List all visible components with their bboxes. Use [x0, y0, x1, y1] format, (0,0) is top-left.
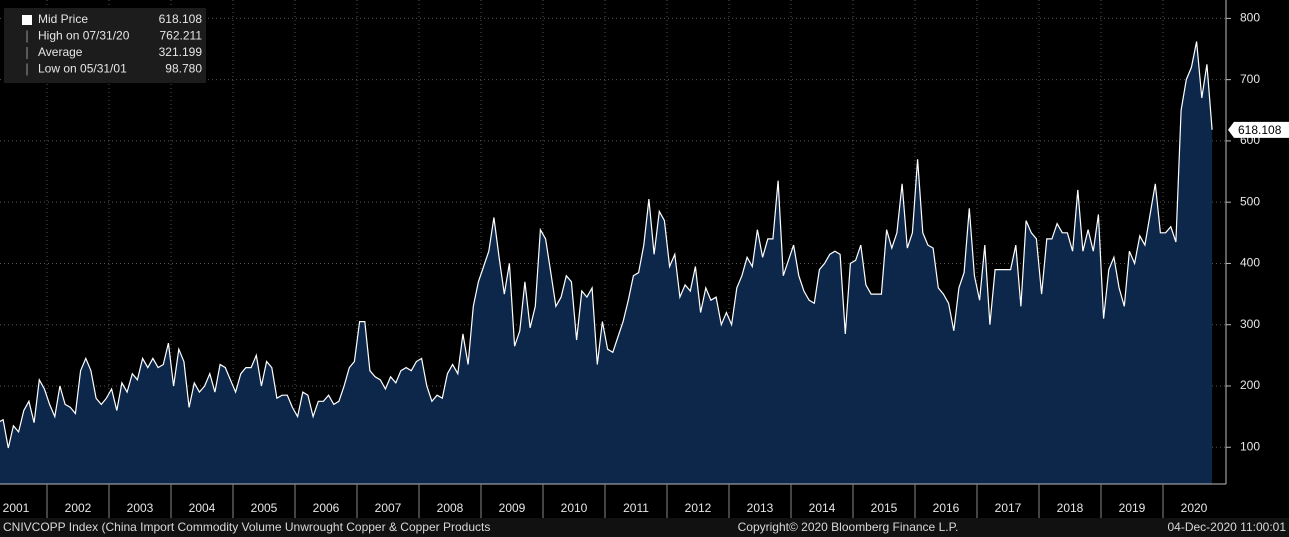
legend-value: 762.211	[160, 29, 203, 43]
y-tick-label: 100	[1240, 439, 1260, 453]
area	[0, 41, 1213, 484]
price-tag	[1228, 121, 1289, 138]
y-tick-label: 500	[1240, 194, 1260, 208]
legend-label: Mid Price	[38, 12, 88, 26]
legend-value: 618.108	[159, 12, 203, 26]
y-tick-label: 400	[1240, 256, 1260, 270]
y-tick-label: 800	[1240, 11, 1260, 25]
y-tick-label: 700	[1240, 72, 1260, 86]
x-tick-label: 2013	[747, 501, 774, 515]
x-tick-label: 2001	[3, 501, 30, 515]
legend-value: 98.780	[165, 62, 202, 76]
x-tick-label: 2018	[1057, 501, 1084, 515]
x-tick-label: 2009	[499, 501, 526, 515]
legend-label: Average	[38, 45, 83, 59]
x-tick-label: 2010	[561, 501, 588, 515]
x-tick-label: 2006	[313, 501, 340, 515]
x-tick-label: 2015	[871, 501, 898, 515]
legend-swatch	[22, 15, 32, 25]
legend: Mid Price 618.108 High on 07/31/20 762.211 A…	[22, 12, 202, 76]
x-tick-label: 2016	[933, 501, 960, 515]
x-tick-label: 2008	[437, 501, 464, 515]
x-tick-label: 2007	[375, 501, 402, 515]
x-tick-label: 2012	[685, 501, 712, 515]
x-tick-label: 2014	[809, 501, 836, 515]
price-tag-label: 618.108	[1238, 123, 1282, 137]
legend-box	[4, 8, 206, 83]
x-tick-label: 2020	[1181, 501, 1208, 515]
x-tick-label: 2017	[995, 501, 1022, 515]
footer-bar	[0, 518, 1289, 537]
footer-right: 04-Dec-2020 11:00:01	[1167, 520, 1286, 534]
legend-label: Low on 05/31/01	[38, 62, 127, 76]
x-tick-label: 2019	[1119, 501, 1146, 515]
legend-value: 321.199	[159, 45, 203, 59]
x-tick-label: 2005	[251, 501, 278, 515]
x-tick-label: 2002	[65, 501, 92, 515]
y-tick-label: 300	[1240, 317, 1260, 331]
legend-label: High on 07/31/20	[38, 29, 130, 43]
footer-left: CNIVCOPP Index (China Import Commodity V…	[3, 520, 490, 534]
line	[0, 41, 1213, 449]
plot-area	[0, 0, 1226, 484]
x-tick-label: 2003	[127, 501, 154, 515]
y-tick-label: 200	[1240, 378, 1260, 392]
footer-center: Copyright© 2020 Bloomberg Finance L.P.	[738, 520, 959, 534]
x-tick-label: 2011	[623, 501, 649, 515]
x-tick-label: 2004	[189, 501, 216, 515]
